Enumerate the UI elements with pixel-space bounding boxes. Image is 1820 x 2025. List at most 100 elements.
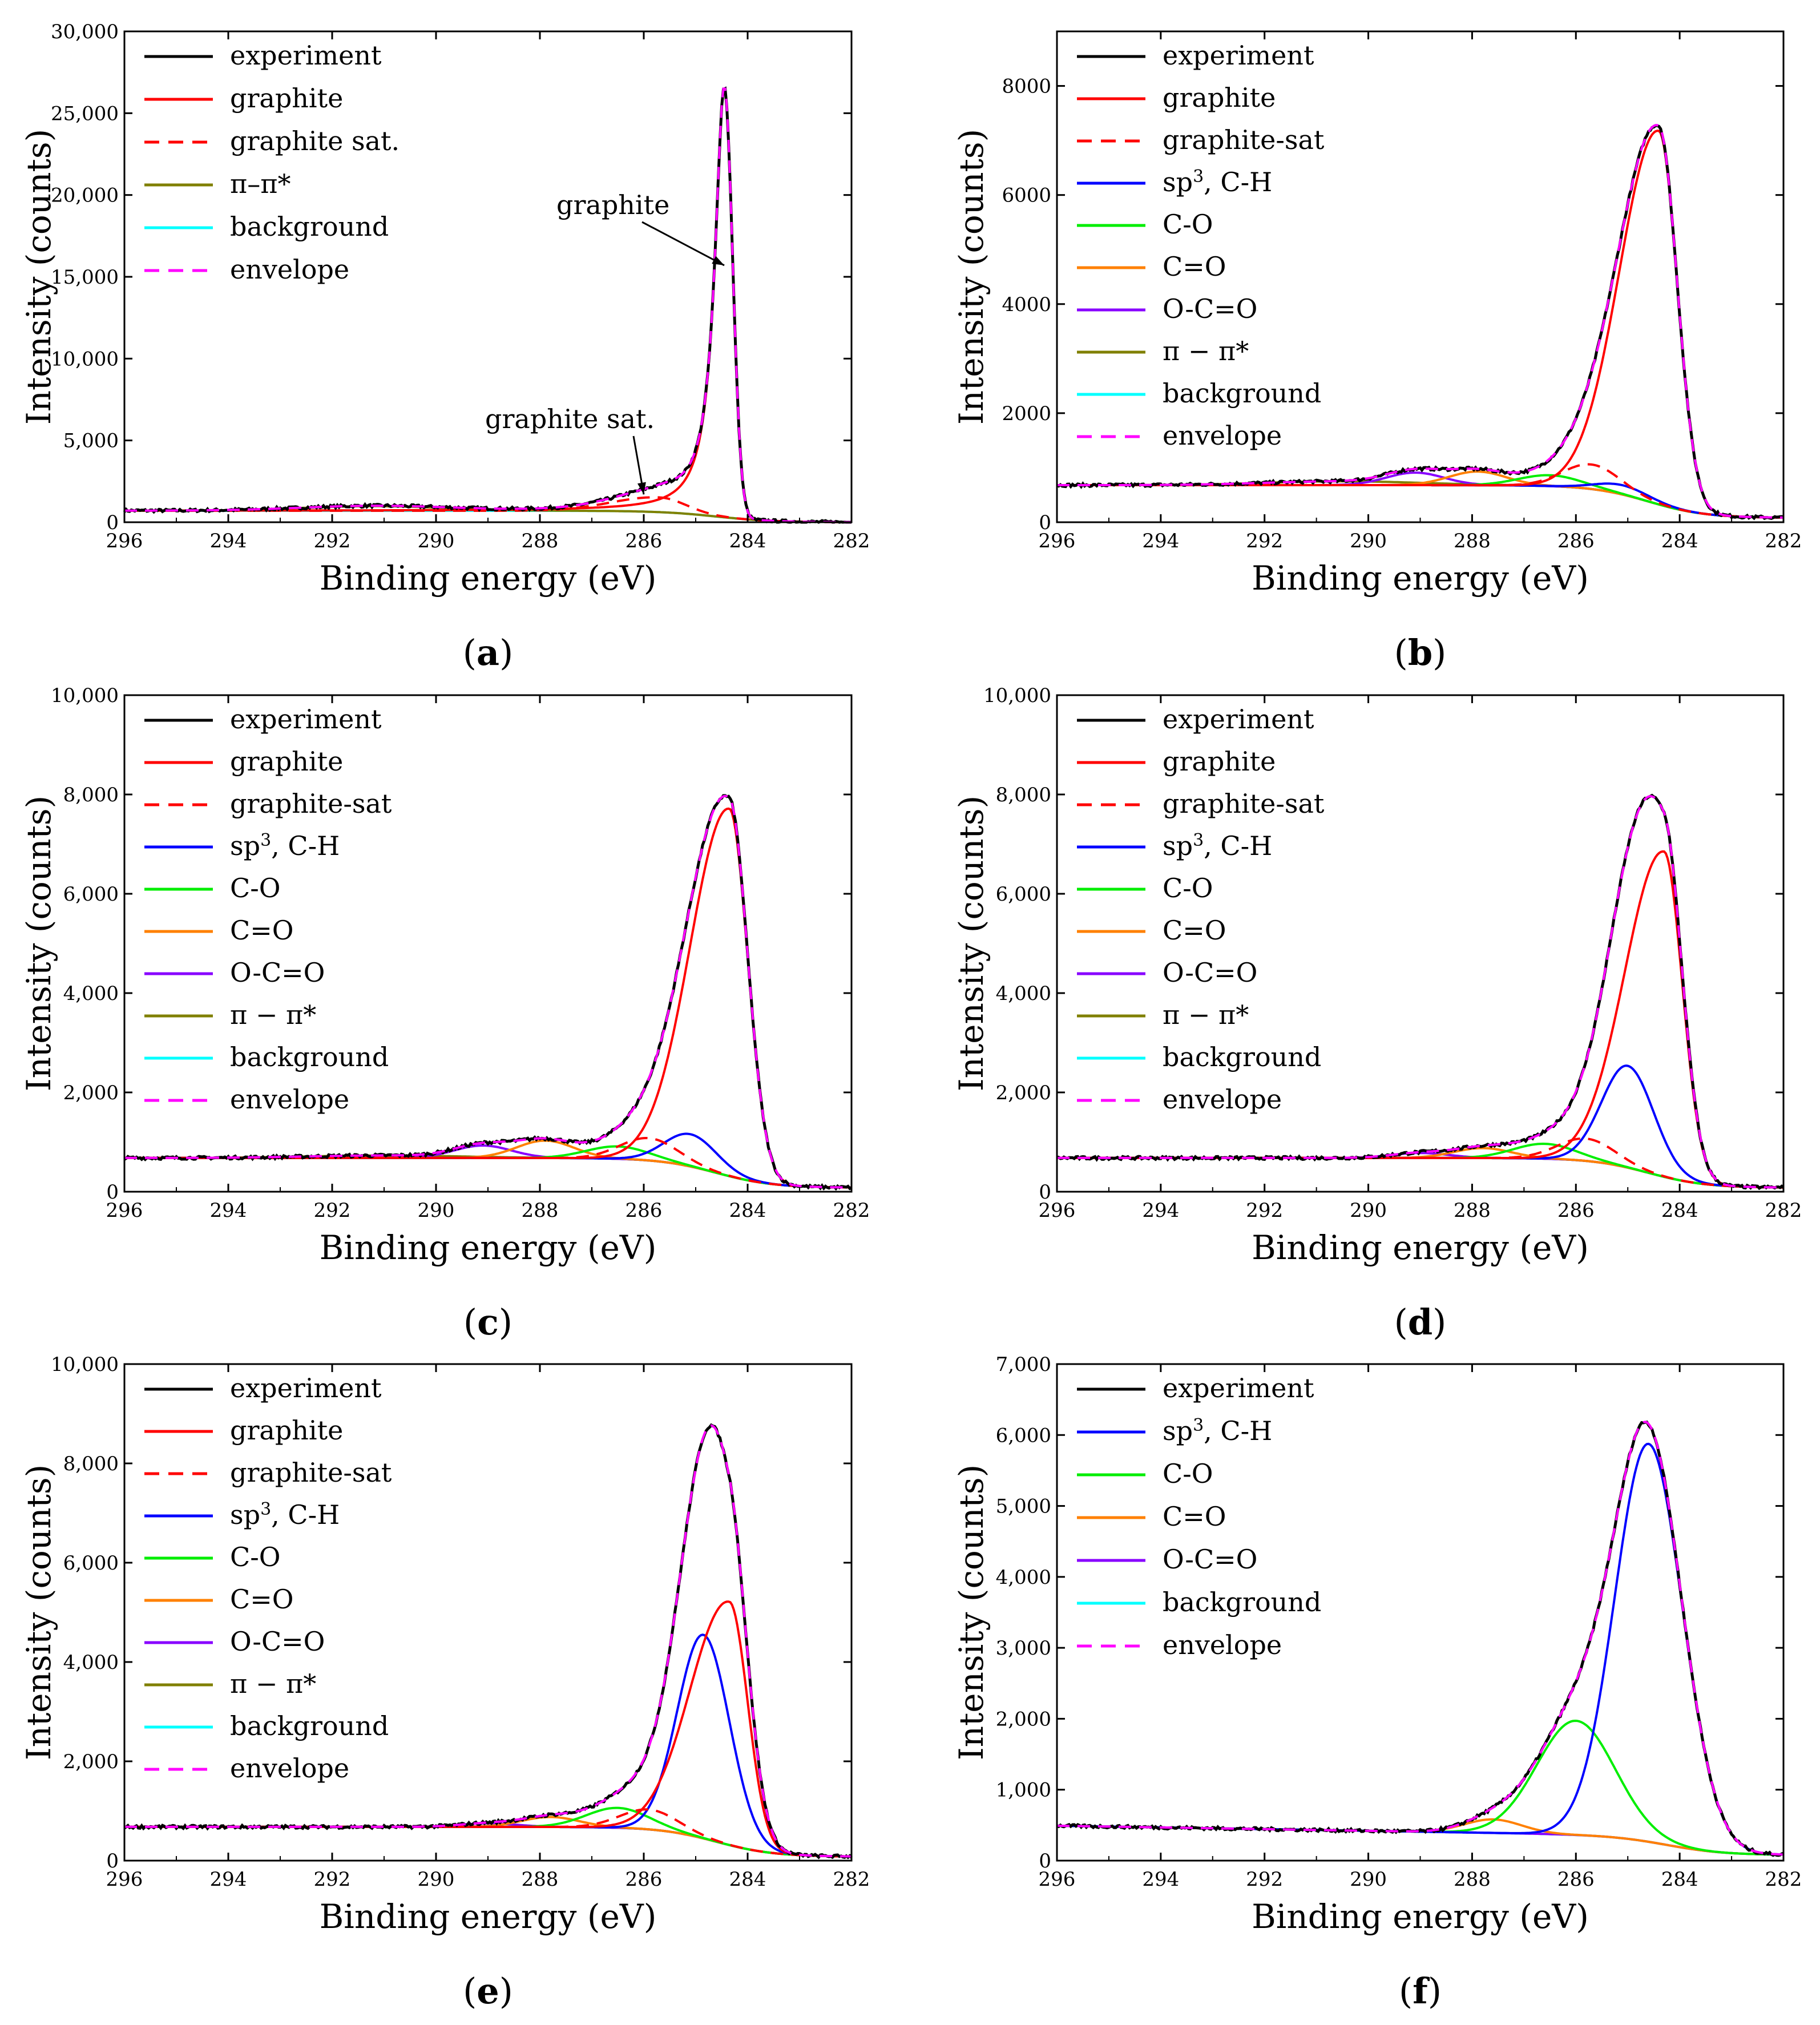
legend-label: graphite-sat [230, 1457, 392, 1488]
legend-label: sp3, C-H [1163, 830, 1272, 861]
series-line-c-o [124, 1139, 852, 1189]
series-line-- [1057, 1156, 1783, 1189]
series-line-graphite-sat [124, 1808, 852, 1858]
x-tick-label: 294 [210, 530, 247, 552]
series-line-envelope [1057, 1421, 1784, 1856]
x-tick-label: 296 [1039, 530, 1076, 552]
legend-label: graphite [1163, 746, 1276, 777]
y-tick-label: 4,000 [996, 982, 1051, 1005]
x-tick-label: 296 [106, 1199, 143, 1222]
legend-label: experiment [1163, 40, 1314, 71]
legend-label: O-C=O [230, 957, 325, 988]
legend-label: π − π* [230, 1668, 316, 1699]
legend-label: C-O [1163, 873, 1213, 903]
legend-label: sp3, C-H [1163, 1415, 1272, 1446]
y-tick-label: 4,000 [996, 1566, 1051, 1589]
legend-label: graphite-sat [1163, 124, 1325, 155]
series-line-- [1057, 480, 1784, 519]
series-line-envelope [1057, 794, 1783, 1189]
x-tick-label: 286 [1557, 530, 1595, 552]
y-axis-label: Intensity (counts) [952, 1465, 991, 1761]
y-tick-label: 10,000 [983, 684, 1051, 707]
panel-label: (c) [463, 1301, 512, 1343]
legend-label: C-O [1163, 1458, 1213, 1489]
y-tick-label: 25,000 [51, 102, 119, 125]
panel-c: 296 294 292 290 288 286 284 282 0 2,000 4,000 6,000… [19, 684, 870, 1343]
legend-label: experiment [230, 1373, 382, 1403]
x-tick-label: 292 [1246, 530, 1283, 552]
y-tick-label: 0 [1039, 1850, 1051, 1873]
legend-label: O-C=O [1163, 293, 1257, 324]
y-tick-label: 0 [106, 1850, 119, 1873]
series-line-- [124, 1825, 852, 1858]
panel-f: 296 294 292 290 288 286 284 282 0 1,000 2,000 3,000… [952, 1353, 1802, 2012]
y-tick-label: 7,000 [996, 1353, 1051, 1376]
x-axis-label: Binding energy (eV) [1252, 559, 1589, 598]
x-tick-label: 292 [1246, 1868, 1283, 1891]
x-tick-label: 290 [418, 1199, 455, 1222]
x-tick-label: 290 [418, 1868, 455, 1891]
x-tick-label: 290 [418, 530, 455, 552]
y-tick-label: 30,000 [51, 21, 119, 43]
x-tick-label: 294 [210, 1868, 247, 1891]
x-tick-label: 292 [314, 1868, 351, 1891]
series-line-background [124, 1825, 852, 1858]
series-line-envelope [1057, 124, 1784, 519]
series-line-graphite-sat [1057, 1137, 1783, 1189]
series-line-c-o [1057, 1719, 1783, 1856]
series-line-- [124, 1154, 852, 1189]
legend-label: background [230, 1042, 389, 1072]
legend-label: C=O [230, 915, 293, 946]
x-tick-label: 296 [106, 530, 143, 552]
panel-label: (d) [1394, 1301, 1447, 1343]
legend-label: graphite [230, 83, 343, 114]
legend-label: C-O [1163, 209, 1213, 240]
y-tick-label: 0 [1039, 511, 1051, 534]
y-tick-label: 0 [106, 1181, 119, 1204]
legend-label: background [1163, 1587, 1321, 1617]
panel-label: (a) [463, 632, 514, 673]
x-tick-label: 282 [1765, 530, 1802, 552]
x-tick-label: 296 [106, 1868, 143, 1891]
legend-label: graphite sat. [230, 126, 399, 156]
x-tick-label: 290 [1350, 1199, 1387, 1222]
y-tick-label: 5,000 [63, 430, 119, 453]
y-tick-label: 5,000 [996, 1495, 1051, 1518]
y-tick-label: 6,000 [996, 1424, 1051, 1447]
x-tick-label: 282 [833, 1868, 870, 1891]
legend-label: experiment [1163, 1373, 1314, 1403]
legend-label: O-C=O [1163, 957, 1257, 988]
y-tick-label: 3,000 [996, 1637, 1051, 1660]
x-tick-label: 294 [1142, 530, 1179, 552]
series-line-o-c-o [124, 1822, 852, 1858]
legend-label: C=O [1163, 251, 1226, 282]
panel-e: 296 294 292 290 288 286 284 282 0 2,000 4,000 6,000… [19, 1353, 870, 2012]
legend-label: graphite [230, 746, 343, 777]
x-tick-label: 282 [833, 530, 870, 552]
y-tick-label: 0 [1039, 1181, 1051, 1204]
legend-label: envelope [230, 1084, 349, 1115]
x-tick-label: 282 [833, 1199, 870, 1222]
legend-label: experiment [230, 704, 382, 735]
panel-d: 296 294 292 290 288 286 284 282 0 2,000 4,000 6,000… [952, 684, 1802, 1343]
series-line-c-o [1057, 1818, 1783, 1856]
legend-label: background [1163, 1042, 1321, 1072]
series-line-graphite-sat [1057, 463, 1784, 519]
legend: experiment graphite graphite-sat sp3, C-H C-… [1077, 40, 1325, 451]
legend-label: graphite-sat [1163, 788, 1325, 819]
panel-label: (f) [1399, 1970, 1442, 2012]
series-line-envelope [124, 1424, 852, 1858]
annotation-arrowhead [637, 482, 646, 495]
y-tick-label: 6,000 [63, 883, 119, 906]
legend-label: envelope [230, 1753, 349, 1784]
legend-label: C=O [1163, 915, 1226, 946]
x-tick-label: 284 [1661, 1199, 1698, 1222]
x-tick-label: 288 [522, 1199, 559, 1222]
legend-label: envelope [1163, 1629, 1282, 1660]
y-tick-label: 2,000 [63, 1750, 119, 1773]
legend-label: envelope [1163, 420, 1282, 451]
y-tick-label: 10,000 [51, 348, 119, 370]
y-tick-label: 8,000 [996, 784, 1051, 806]
y-tick-label: 8,000 [63, 1453, 119, 1475]
series-line-c-o [124, 1806, 852, 1858]
